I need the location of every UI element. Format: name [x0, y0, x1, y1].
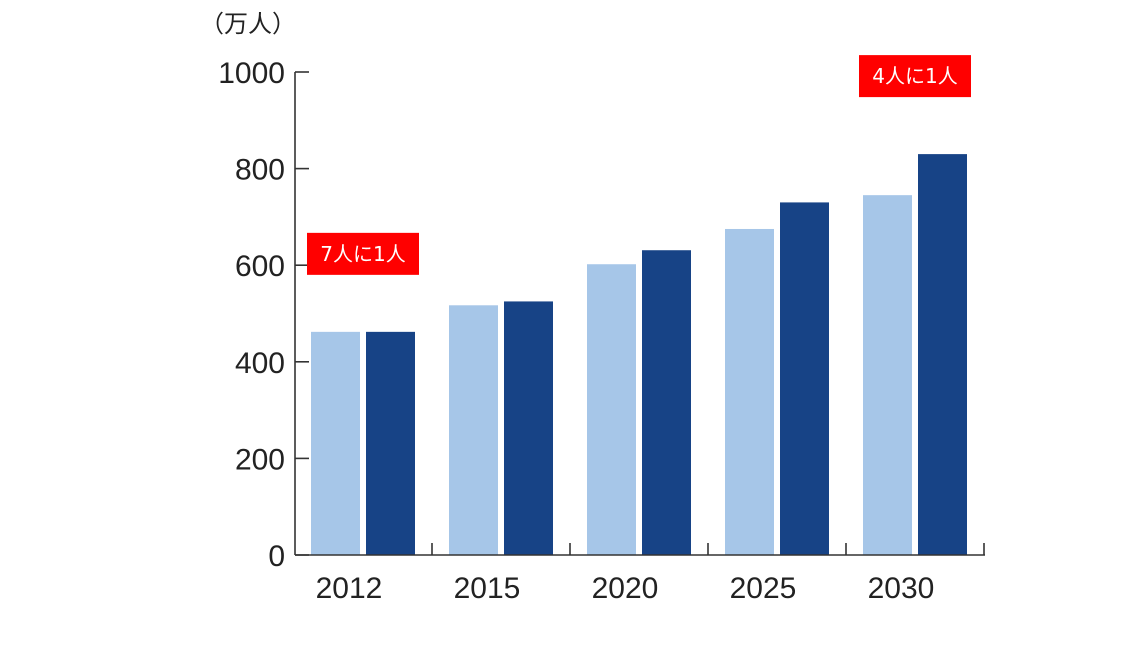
x-tick-label: 2015: [454, 572, 521, 605]
x-tick-label: 2030: [868, 572, 935, 605]
y-axis-unit-label: （万人）: [200, 10, 296, 38]
x-tick-label: 2025: [730, 572, 797, 605]
y-tick-label: 200: [235, 443, 285, 476]
bar-2020-series-2: [642, 250, 691, 556]
y-tick-label: 600: [235, 250, 285, 283]
annotation-callout: 4人に1人: [859, 55, 971, 98]
annotation-callout: 7人に1人: [307, 232, 419, 275]
bars-layer: [311, 154, 967, 556]
annotation-box: [859, 55, 971, 98]
bar-2025-series-2: [780, 202, 829, 555]
annotation-text: 7人に1人: [320, 242, 405, 266]
axes-layer: 0 200 400 600 800 1000 2012 2015 2020 2025 2030: [218, 57, 985, 605]
x-tick-label: 2012: [316, 572, 383, 605]
annotations-layer: 7人に1人 4人に1人: [307, 55, 971, 275]
y-tick-label: 1000: [218, 57, 285, 90]
bar-2030-series-2: [918, 154, 967, 556]
bar-2020-series-1: [587, 264, 636, 555]
bar-2025-series-1: [725, 228, 774, 555]
y-tick-label: 0: [268, 540, 285, 573]
y-tick-label: 400: [235, 347, 285, 380]
x-tick-label: 2020: [592, 572, 659, 605]
bar-2012-series-1: [311, 331, 360, 555]
bar-2030-series-1: [863, 195, 912, 556]
annotation-text: 4人に1人: [872, 64, 957, 88]
bar-2015-series-1: [449, 305, 498, 555]
bar-2012-series-2: [366, 331, 415, 555]
bar-2015-series-2: [504, 301, 553, 555]
annotation-box: [307, 232, 419, 275]
y-tick-label: 800: [235, 154, 285, 187]
